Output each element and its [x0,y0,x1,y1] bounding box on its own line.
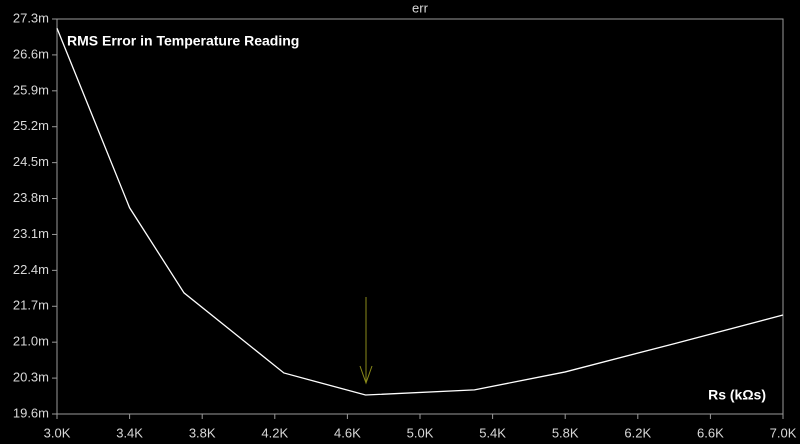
y-tick-label: 25.9m [13,82,49,97]
data-line [56,27,784,396]
x-tick-label: 3.4K [116,425,143,440]
y-tick-label: 26.6m [13,46,49,61]
x-tick-label: 3.8K [189,425,216,440]
x-axis-label: Rs (kΩs) [708,387,766,403]
x-tick-label: 3.0K [44,425,71,440]
x-tick-label: 4.6K [334,425,361,440]
trace-name: err [412,0,429,15]
plot-frame [56,18,784,415]
x-tick-label: 5.0K [407,425,434,440]
y-tick-label: 19.6m [13,405,49,420]
x-tick-label: 4.2K [261,425,288,440]
x-tick-label: 6.2K [624,425,651,440]
x-tick-label: 6.6K [697,425,724,440]
y-tick-label: 23.1m [13,226,49,241]
y-tick-label: 24.5m [13,154,49,169]
y-tick-label: 21.0m [13,334,49,349]
x-tick-label: 5.4K [479,425,506,440]
y-tick-label: 21.7m [13,298,49,313]
y-tick-label: 20.3m [13,370,49,385]
x-tick-label: 7.0K [770,425,797,440]
chart-title: RMS Error in Temperature Reading [67,33,299,49]
y-tick-label: 23.8m [13,190,49,205]
annotation-arrow [359,297,373,385]
y-tick-label: 25.2m [13,118,49,133]
x-tick-label: 5.8K [552,425,579,440]
y-tick-label: 22.4m [13,262,49,277]
y-tick-label: 27.3m [13,10,49,25]
